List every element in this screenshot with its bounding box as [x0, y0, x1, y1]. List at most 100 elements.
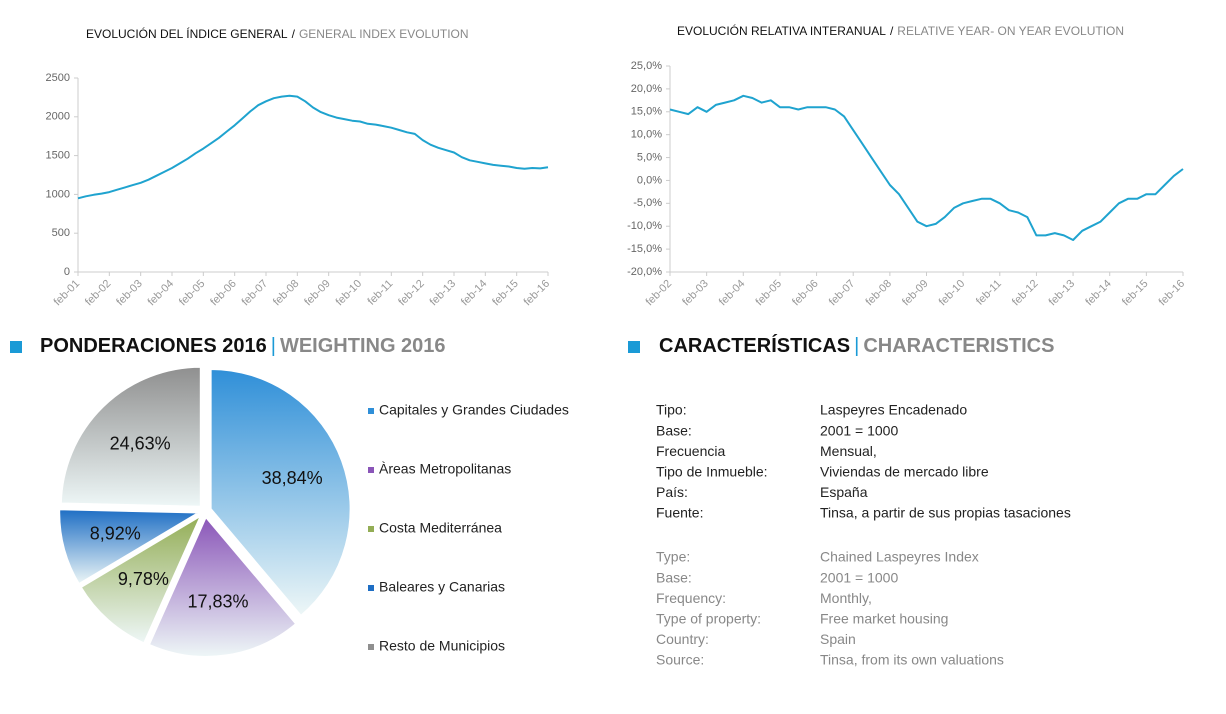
y-tick-label: 5,0% — [637, 151, 662, 163]
x-tick-label: feb-11 — [974, 278, 1004, 308]
heading-marker — [10, 341, 22, 353]
x-tick-label: feb-14 — [1083, 278, 1114, 309]
field-value: Monthly, — [820, 590, 872, 606]
data-label: 17,83% — [188, 592, 249, 612]
field-label: Base: — [656, 569, 692, 585]
field-label: Source: — [656, 652, 704, 668]
x-tick-label: feb-08 — [271, 278, 302, 309]
field-label: País: — [656, 484, 688, 500]
y-tick-label: 15,0% — [631, 106, 662, 118]
x-tick-label: feb-12 — [1010, 278, 1041, 309]
field-label: Tipo de Inmueble: — [656, 464, 768, 480]
x-tick-label: feb-01 — [52, 278, 83, 309]
y-tick-label: -10,0% — [627, 220, 662, 232]
x-tick-label: feb-13 — [1047, 278, 1078, 309]
line — [77, 94, 549, 200]
data-label: 9,78% — [118, 569, 169, 589]
heading-part: | — [854, 335, 859, 357]
x-tick-label: feb-10 — [937, 278, 968, 309]
heading-part: EVOLUCIÓN RELATIVA INTERANUAL — [677, 23, 886, 38]
line — [669, 94, 1184, 241]
y-tick-label: 1500 — [46, 150, 70, 162]
legend-swatch — [368, 467, 374, 473]
y-tick-label: -15,0% — [627, 243, 662, 255]
x-tick-label: feb-06 — [208, 278, 239, 309]
field-label: Frequency: — [656, 590, 726, 606]
x-tick-label: feb-09 — [900, 278, 931, 309]
field-value: Spain — [820, 631, 856, 647]
legend-swatch — [368, 644, 374, 650]
y-tick-label: -5,0% — [633, 197, 662, 209]
y-tick-label: 2000 — [46, 111, 70, 123]
field-value: Viviendas de mercado libre — [820, 464, 989, 480]
x-tick-label: feb-05 — [754, 278, 785, 309]
y-tick-label: 0,0% — [637, 174, 662, 186]
y-tick-label: 20,0% — [631, 83, 662, 95]
field-value: Laspeyres Encadenado — [820, 402, 967, 418]
field-label: Type: — [656, 549, 690, 565]
heading-part: GENERAL INDEX EVOLUTION — [299, 27, 469, 41]
legend-label: Baleares y Canarias — [379, 579, 505, 595]
x-tick-label: feb-16 — [522, 278, 553, 309]
heading-part: / — [890, 24, 894, 38]
x-tick-label: feb-02 — [644, 278, 675, 309]
x-tick-label: feb-15 — [490, 278, 521, 309]
x-tick-label: feb-09 — [302, 278, 333, 309]
field-label: Base: — [656, 422, 692, 438]
x-tick-label: feb-07 — [240, 278, 271, 309]
data-label: 38,84% — [262, 468, 323, 488]
x-tick-label: feb-04 — [717, 278, 748, 309]
y-tick-label: 1000 — [46, 188, 70, 200]
heading-part: CARACTERÍSTICAS — [659, 334, 850, 357]
chart-title: PONDERACIONES 2016 | WEIGHTING 2016 — [40, 335, 446, 357]
y-tick-label: -20,0% — [627, 266, 662, 278]
field-value: Tinsa, a partir de sus propias tasacione… — [820, 505, 1071, 521]
x-tick-label: feb-16 — [1157, 278, 1188, 309]
x-tick-label: feb-02 — [83, 278, 114, 309]
field-value: 2001 = 1000 — [820, 569, 898, 585]
x-tick-label: feb-11 — [366, 278, 396, 308]
field-value: España — [820, 484, 868, 500]
data-label: 24,63% — [110, 433, 171, 453]
pie-slice — [147, 515, 298, 658]
y-tick-label: 25,0% — [631, 60, 662, 72]
heading-part: CHARACTERISTICS — [863, 335, 1054, 357]
heading-part: | — [271, 335, 276, 357]
y-tick-label: 2500 — [46, 72, 70, 84]
heading-part: EVOLUCIÓN DEL ÍNDICE GENERAL — [86, 26, 288, 41]
field-label: Tipo: — [656, 402, 687, 418]
data-label: 8,92% — [90, 523, 141, 543]
legend-swatch — [368, 585, 374, 591]
field-label: Frecuencia — [656, 443, 725, 459]
field-value: Tinsa, from its own valuations — [820, 652, 1004, 668]
heading-part: WEIGHTING 2016 — [280, 335, 446, 357]
field-label: Fuente: — [656, 505, 703, 521]
field-value: Free market housing — [820, 611, 948, 627]
x-tick-label: feb-03 — [114, 278, 145, 309]
x-tick-label: feb-05 — [177, 278, 208, 309]
x-tick-label: feb-07 — [827, 278, 858, 309]
legend-swatch — [368, 526, 374, 532]
y-tick-label: 500 — [52, 227, 70, 239]
pie-slice — [58, 508, 203, 586]
x-tick-label: feb-06 — [790, 278, 821, 309]
x-tick-label: feb-12 — [396, 278, 427, 309]
x-tick-label: feb-13 — [428, 278, 459, 309]
legend-label: Capitales y Grandes Ciudades — [379, 402, 569, 418]
pie-slice — [209, 367, 352, 618]
x-tick-label: feb-10 — [334, 278, 365, 309]
legend-label: Costa Mediterránea — [379, 520, 502, 536]
chart-title: EVOLUCIÓN RELATIVA INTERANUAL / RELATIVE Y… — [677, 23, 1124, 38]
heading-marker — [628, 341, 640, 353]
x-tick-label: feb-15 — [1120, 278, 1151, 309]
heading-part: PONDERACIONES 2016 — [40, 335, 267, 357]
field-value: Chained Laspeyres Index — [820, 549, 979, 565]
x-tick-label: feb-14 — [459, 278, 490, 309]
heading-part: RELATIVE YEAR- ON YEAR EVOLUTION — [897, 24, 1124, 38]
field-value: Mensual, — [820, 443, 877, 459]
field-label: Type of property: — [656, 611, 761, 627]
chart-title: EVOLUCIÓN DEL ÍNDICE GENERAL / GENERAL IND… — [86, 26, 469, 41]
heading-part: / — [292, 27, 296, 41]
y-tick-label: 0 — [64, 266, 70, 278]
